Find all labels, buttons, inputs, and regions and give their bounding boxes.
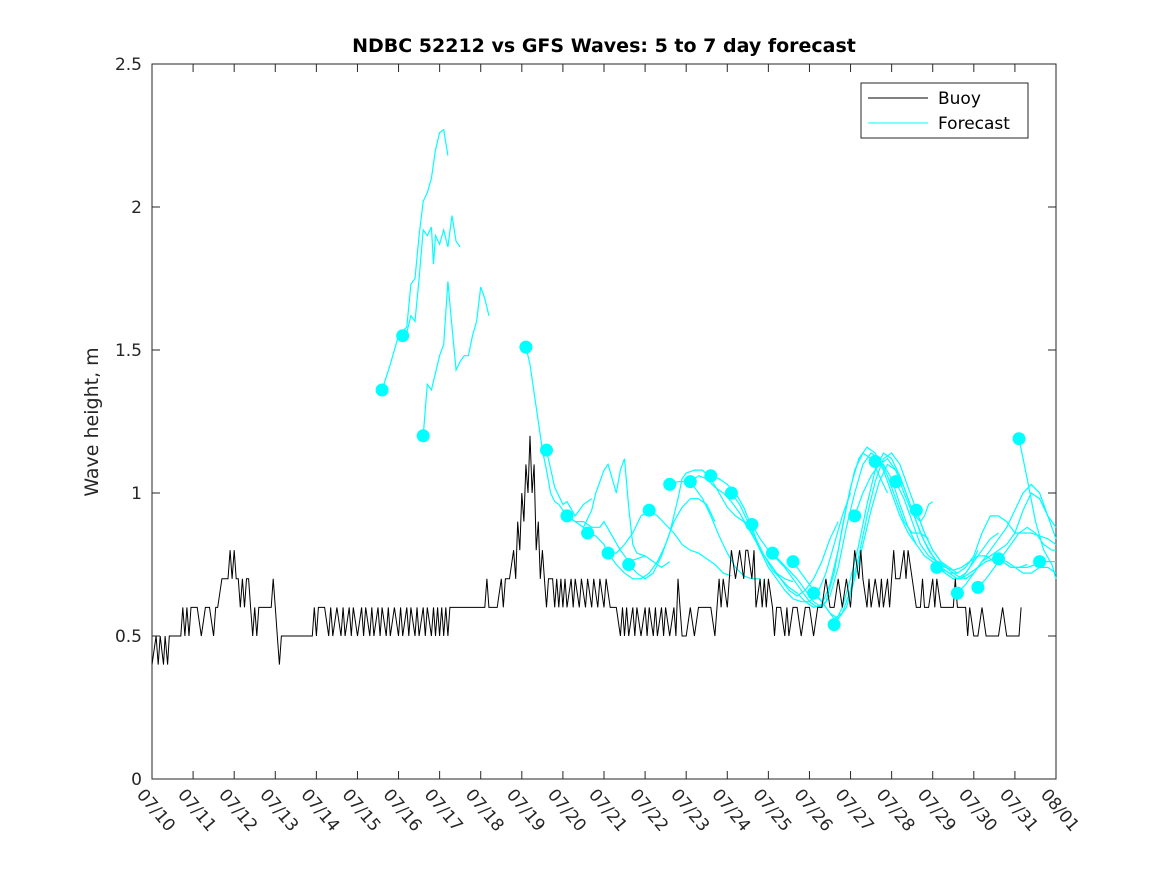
legend-box bbox=[860, 82, 1029, 139]
forecast-start-marker bbox=[1033, 555, 1047, 569]
forecast-start-marker bbox=[889, 475, 903, 489]
chart-title: NDBC 52212 vs GFS Waves: 5 to 7 day fore… bbox=[352, 35, 856, 57]
forecast-start-marker bbox=[807, 586, 821, 600]
y-tick-label: 1 bbox=[131, 484, 142, 504]
forecast-start-marker bbox=[930, 560, 944, 574]
forecast-start-marker bbox=[416, 429, 430, 443]
forecast-line bbox=[833, 452, 999, 625]
forecast-line bbox=[566, 458, 671, 569]
forecast-start-marker bbox=[786, 555, 800, 569]
forecast-start-marker bbox=[745, 518, 759, 531]
forecast-line bbox=[607, 498, 716, 580]
forecast-start-marker bbox=[663, 477, 677, 491]
y-axis-label: Wave height, m bbox=[81, 347, 103, 496]
y-tick-label: 1.5 bbox=[115, 341, 142, 361]
forecast-start-marker bbox=[601, 546, 615, 560]
forecast-start-marker bbox=[868, 455, 882, 468]
y-tick-label: 0 bbox=[131, 770, 142, 790]
forecast-start-marker bbox=[683, 475, 697, 489]
legend-label-forecast: Forecast bbox=[938, 114, 1010, 134]
forecast-start-marker bbox=[1012, 432, 1026, 446]
forecast-line bbox=[1018, 438, 1057, 579]
y-tick-label: 2 bbox=[131, 198, 142, 218]
forecast-start-marker bbox=[704, 469, 718, 483]
forecast-start-marker bbox=[642, 503, 656, 517]
forecast-line bbox=[751, 446, 917, 609]
legend-label-buoy: Buoy bbox=[938, 89, 981, 109]
forecast-line bbox=[772, 452, 929, 609]
forecast-start-marker bbox=[766, 546, 779, 560]
y-axis: 0 0.5 1 1.5 2 2.5 bbox=[115, 55, 1056, 790]
forecast-start-marker bbox=[581, 526, 595, 540]
forecast-start-marker bbox=[950, 586, 964, 600]
forecast-start-marker bbox=[971, 580, 985, 594]
forecast-start-marker bbox=[827, 618, 841, 632]
y-tick-label: 2.5 bbox=[115, 55, 142, 75]
forecast-line bbox=[545, 449, 593, 518]
forecast-start-marker bbox=[848, 509, 862, 523]
forecast-start-marker bbox=[622, 558, 636, 571]
forecast-line bbox=[977, 526, 1056, 588]
forecast-line bbox=[422, 281, 490, 436]
forecast-line bbox=[915, 483, 1057, 580]
y-tick-label: 0.5 bbox=[115, 627, 142, 647]
forecast-start-marker bbox=[375, 383, 389, 397]
forecast-start-marker bbox=[519, 340, 533, 354]
forecast-line bbox=[998, 558, 1057, 574]
forecast-start-marker bbox=[396, 329, 410, 343]
forecast-line bbox=[956, 492, 1057, 594]
forecast-start-marker bbox=[992, 552, 1005, 566]
forecast-start-marker bbox=[724, 486, 738, 500]
plot-area: 07/1007/1107/1207/1307/1407/1507/1607/17… bbox=[115, 55, 1083, 836]
plot-frame bbox=[151, 63, 1057, 780]
forecast-start-marker bbox=[909, 503, 923, 517]
forecast-line bbox=[874, 460, 1057, 574]
legend: Buoy Forecast bbox=[860, 82, 1029, 139]
forecast-line bbox=[936, 558, 1028, 580]
forecast-start-marker bbox=[540, 443, 553, 457]
forecast-start-marker bbox=[560, 509, 574, 523]
buoy-line bbox=[151, 435, 1022, 665]
forecast-line bbox=[402, 215, 461, 337]
series-layer bbox=[151, 128, 1057, 665]
